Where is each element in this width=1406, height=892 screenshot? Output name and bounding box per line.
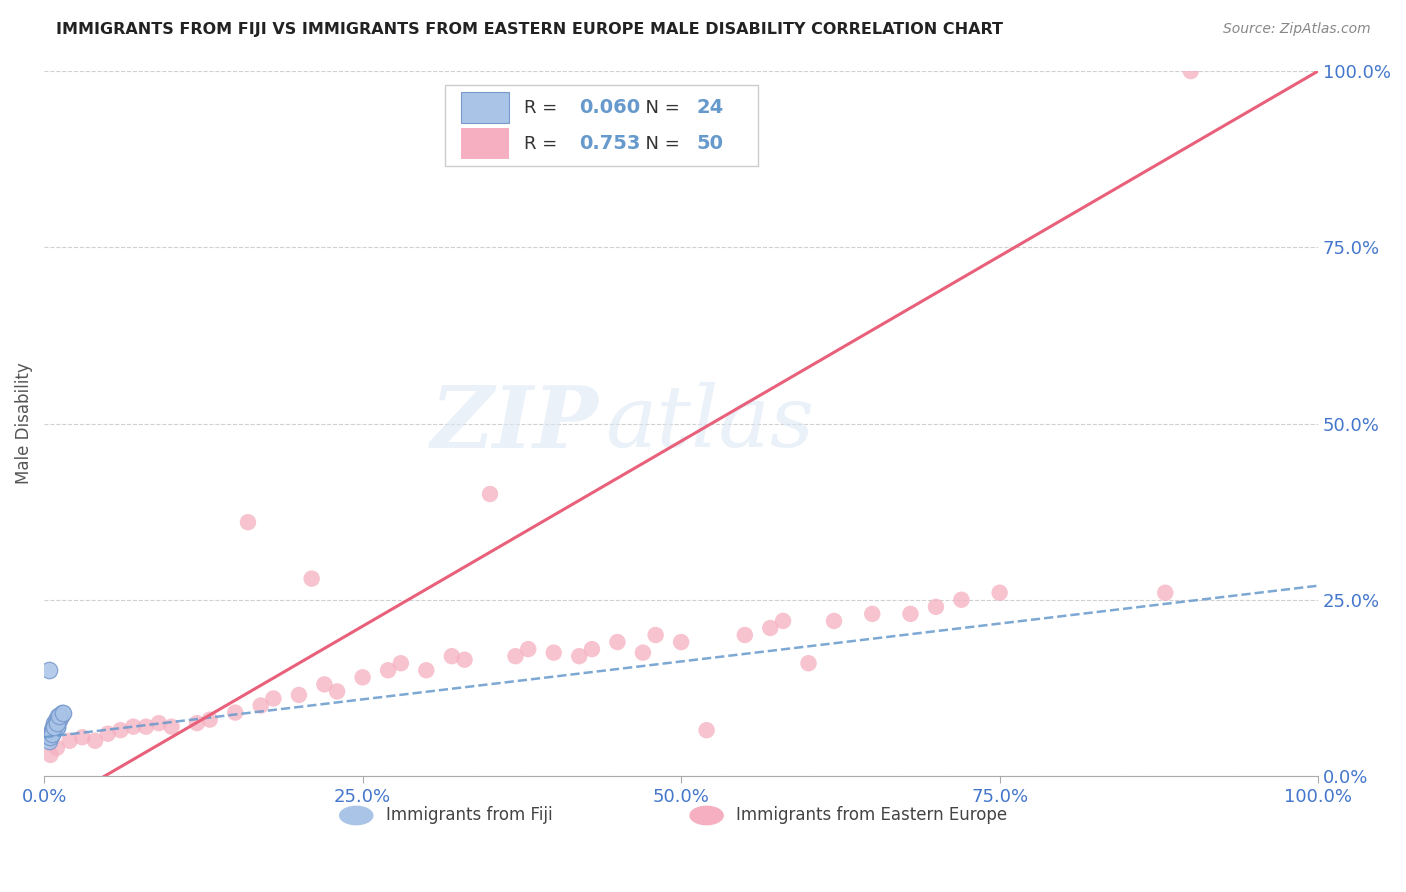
- Point: [72, 731, 94, 745]
- Text: R =: R =: [524, 99, 564, 117]
- Point: [925, 599, 948, 614]
- Point: [42, 720, 65, 734]
- Point: [122, 720, 145, 734]
- Point: [41, 727, 63, 741]
- Point: [377, 663, 399, 677]
- Point: [148, 716, 170, 731]
- Point: [52, 706, 75, 720]
- Text: Source: ZipAtlas.com: Source: ZipAtlas.com: [1223, 22, 1371, 37]
- Point: [44, 720, 66, 734]
- Text: 24: 24: [696, 98, 724, 118]
- Text: IMMIGRANTS FROM FIJI VS IMMIGRANTS FROM EASTERN EUROPE MALE DISABILITY CORRELATI: IMMIGRANTS FROM FIJI VS IMMIGRANTS FROM …: [56, 22, 1004, 37]
- Point: [45, 740, 67, 755]
- Point: [759, 621, 782, 635]
- Point: [988, 585, 1011, 599]
- Point: [44, 716, 66, 731]
- Point: [160, 720, 183, 734]
- Point: [41, 723, 63, 738]
- FancyBboxPatch shape: [446, 85, 758, 166]
- Point: [110, 723, 132, 738]
- Point: [84, 733, 107, 747]
- Point: [900, 607, 922, 621]
- Point: [39, 727, 62, 741]
- Text: 0.753: 0.753: [579, 134, 641, 153]
- Circle shape: [340, 806, 373, 825]
- Point: [45, 716, 67, 731]
- Y-axis label: Male Disability: Male Disability: [15, 363, 32, 484]
- Point: [568, 649, 591, 664]
- Point: [314, 677, 336, 691]
- Point: [352, 670, 374, 684]
- Point: [823, 614, 845, 628]
- Text: 0.060: 0.060: [579, 98, 640, 118]
- Point: [51, 706, 73, 720]
- Point: [543, 646, 565, 660]
- Point: [45, 720, 67, 734]
- Point: [97, 727, 120, 741]
- Point: [58, 733, 80, 747]
- Point: [581, 642, 603, 657]
- Point: [606, 635, 628, 649]
- Text: Immigrants from Fiji: Immigrants from Fiji: [385, 806, 553, 824]
- Point: [696, 723, 718, 738]
- Point: [734, 628, 756, 642]
- Text: 50: 50: [696, 134, 724, 153]
- Point: [389, 657, 412, 671]
- Point: [950, 592, 973, 607]
- Point: [301, 572, 323, 586]
- Point: [45, 716, 67, 731]
- Text: atlas: atlas: [605, 382, 814, 465]
- Point: [48, 709, 70, 723]
- Point: [326, 684, 349, 698]
- Point: [797, 657, 820, 671]
- Point: [38, 663, 60, 677]
- Point: [37, 731, 59, 745]
- Point: [38, 733, 60, 747]
- Point: [860, 607, 883, 621]
- Point: [440, 649, 463, 664]
- Point: [135, 720, 157, 734]
- Text: N =: N =: [634, 99, 686, 117]
- Text: N =: N =: [634, 135, 686, 153]
- Point: [236, 515, 259, 529]
- Point: [45, 720, 67, 734]
- Point: [479, 487, 502, 501]
- Point: [44, 720, 66, 734]
- Point: [46, 709, 69, 723]
- FancyBboxPatch shape: [461, 128, 509, 159]
- Circle shape: [690, 806, 723, 825]
- Point: [39, 747, 62, 762]
- Text: Immigrants from Eastern Europe: Immigrants from Eastern Europe: [735, 806, 1007, 824]
- Point: [1180, 64, 1202, 78]
- Point: [186, 716, 208, 731]
- Point: [198, 713, 221, 727]
- Point: [45, 713, 67, 727]
- Point: [262, 691, 284, 706]
- Point: [631, 646, 654, 660]
- Point: [1154, 585, 1177, 599]
- Point: [41, 727, 63, 741]
- Point: [42, 723, 65, 738]
- Point: [39, 731, 62, 745]
- Point: [224, 706, 246, 720]
- Point: [415, 663, 437, 677]
- Point: [48, 713, 70, 727]
- Point: [249, 698, 271, 713]
- Text: ZIP: ZIP: [430, 382, 599, 466]
- Text: R =: R =: [524, 135, 564, 153]
- FancyBboxPatch shape: [461, 93, 509, 123]
- Point: [453, 653, 475, 667]
- Point: [517, 642, 540, 657]
- Point: [288, 688, 311, 702]
- Point: [505, 649, 527, 664]
- Point: [644, 628, 666, 642]
- Point: [669, 635, 692, 649]
- Point: [49, 709, 72, 723]
- Point: [772, 614, 794, 628]
